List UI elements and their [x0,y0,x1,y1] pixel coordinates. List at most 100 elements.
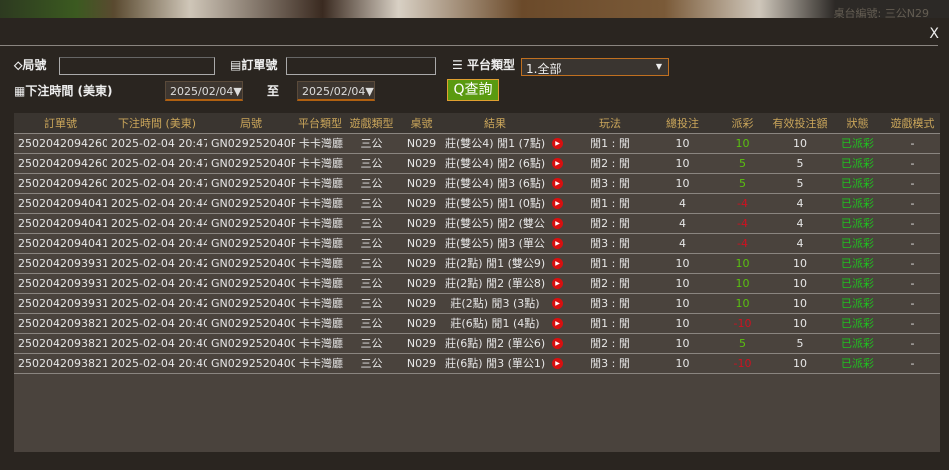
round-id-cell: GN029252040OZ [207,273,295,294]
play-video-icon[interactable]: ▶ [552,178,563,189]
table-row: 2502042094260352025-02-04 20:47:42GN0292… [14,153,940,174]
game-mode-cell: - [885,213,940,234]
round-id-cell: GN029252040P0 [207,213,295,234]
total-bet-cell: 4 [650,213,715,234]
bet-time-cell: 2025-02-04 20:47:42 [107,133,207,154]
platform-cell: 卡卡灣廳 [295,173,345,194]
order-id-cell: 250204209404108 [14,193,107,214]
replay-cell: ▶ [545,213,570,234]
column-header: 狀態 [830,113,885,134]
table-row: 2502042093821092025-02-04 20:40:20GN0292… [14,353,940,374]
replay-cell: ▶ [545,193,570,214]
order-id-cell: 250204209404107 [14,213,107,234]
game-mode-cell: - [885,133,940,154]
platform-select[interactable]: 1.全部 ▼ [521,58,669,76]
table-id-cell: N029 [398,273,445,294]
play-video-icon[interactable]: ▶ [552,138,563,149]
play-type-cell: 閒1 : 閒 [570,193,650,214]
bet-table: 訂單號 下注時間 (美東) 局號 平台類型 遊戲類型 桌號 結果 玩法 總投注 派彩 有效投注額 狀態… [14,113,940,414]
play-video-icon[interactable]: ▶ [552,338,563,349]
play-video-icon[interactable]: ▶ [552,218,563,229]
result-cell: 莊(雙公4) 閒2 (6點) [445,153,545,174]
payout-cell: -4 [715,193,770,214]
table-id-cell: N029 [398,153,445,174]
payout-cell: 5 [715,333,770,354]
date-from-picker[interactable]: 2025/02/04▼ [165,81,243,101]
valid-bet-cell: 5 [770,173,830,194]
calendar-icon: ▦ [14,84,26,98]
status-cell: 已派彩 [830,273,885,294]
table-row: 2502042093821112025-02-04 20:40:20GN0292… [14,313,940,334]
round-id-cell: GN029252040P2 [207,153,295,174]
play-video-icon[interactable]: ▶ [552,158,563,169]
round-id-cell: GN029252040OY [207,333,295,354]
status-cell: 已派彩 [830,313,885,334]
valid-bet-cell: 4 [770,193,830,214]
game-mode-cell: - [885,193,940,214]
table-id-cell: N029 [398,133,445,154]
total-bet-cell: 4 [650,193,715,214]
query-button[interactable]: Q查詢 [447,79,499,101]
bet-time-cell: 2025-02-04 20:42:06 [107,273,207,294]
game-mode-cell: - [885,253,940,274]
bet-time-cell: 2025-02-04 20:47:42 [107,153,207,174]
round-input[interactable] [59,57,215,75]
status-cell: 已派彩 [830,153,885,174]
game-type-cell: 三公 [345,133,398,154]
result-cell: 莊(6點) 閒3 (單公1) [445,353,545,374]
order-id-cell: 250204209404106 [14,233,107,254]
bet-time-cell: 2025-02-04 20:40:20 [107,313,207,334]
table-header: 訂單號 下注時間 (美東) 局號 平台類型 遊戲類型 桌號 結果 玩法 總投注 派彩 有效投注額 狀態… [14,113,940,134]
game-mode-cell: - [885,233,940,254]
replay-cell: ▶ [545,173,570,194]
column-header: 訂單號 [14,113,107,134]
play-video-icon[interactable]: ▶ [552,358,563,369]
order-input[interactable] [286,57,436,75]
game-type-cell: 三公 [345,233,398,254]
play-video-icon[interactable]: ▶ [552,238,563,249]
column-header: 派彩 [715,113,770,134]
close-button[interactable]: X [929,26,939,42]
play-video-icon[interactable]: ▶ [552,278,563,289]
order-id-cell: 250204209426034 [14,173,107,194]
play-video-icon[interactable]: ▶ [552,258,563,269]
replay-cell: ▶ [545,273,570,294]
round-id-cell: GN029252040OY [207,313,295,334]
table-id-cell: N029 [398,253,445,274]
game-type-cell: 三公 [345,213,398,234]
game-type-cell: 三公 [345,273,398,294]
round-id-cell: GN029252040OY [207,353,295,374]
round-id-cell: GN029252040P2 [207,133,295,154]
table-row: 2502042093821102025-02-04 20:40:20GN0292… [14,333,940,354]
valid-bet-cell: 10 [770,313,830,334]
time-label: ▦下注時間 (美東) [14,84,113,98]
platform-cell: 卡卡灣廳 [295,233,345,254]
tag-icon: ⬦ [14,58,23,72]
status-cell: 已派彩 [830,193,885,214]
order-label: ▤訂單號 [230,58,278,72]
valid-bet-cell: 4 [770,213,830,234]
background-scene: 桌台編號: 三公N29 [0,0,949,20]
payout-cell: 5 [715,173,770,194]
bet-time-cell: 2025-02-04 20:42:06 [107,253,207,274]
total-bet-cell: 4 [650,233,715,254]
game-type-cell: 三公 [345,173,398,194]
table-id-cell: N029 [398,233,445,254]
date-to-picker[interactable]: 2025/02/04▼ [297,81,375,101]
play-video-icon[interactable]: ▶ [552,298,563,309]
play-video-icon[interactable]: ▶ [552,318,563,329]
table-row: 2502042093931232025-02-04 20:42:06GN0292… [14,293,940,314]
platform-cell: 卡卡灣廳 [295,253,345,274]
bet-time-cell: 2025-02-04 20:44:02 [107,193,207,214]
round-id-cell: GN029252040OZ [207,253,295,274]
table-id-cell: N029 [398,193,445,214]
valid-bet-cell: 10 [770,293,830,314]
platform-cell: 卡卡灣廳 [295,133,345,154]
game-type-cell: 三公 [345,313,398,334]
play-video-icon[interactable]: ▶ [552,198,563,209]
bet-time-cell: 2025-02-04 20:40:20 [107,333,207,354]
status-cell: 已派彩 [830,173,885,194]
game-mode-cell: - [885,153,940,174]
table-id-cell: N029 [398,353,445,374]
bet-time-cell: 2025-02-04 20:44:02 [107,213,207,234]
